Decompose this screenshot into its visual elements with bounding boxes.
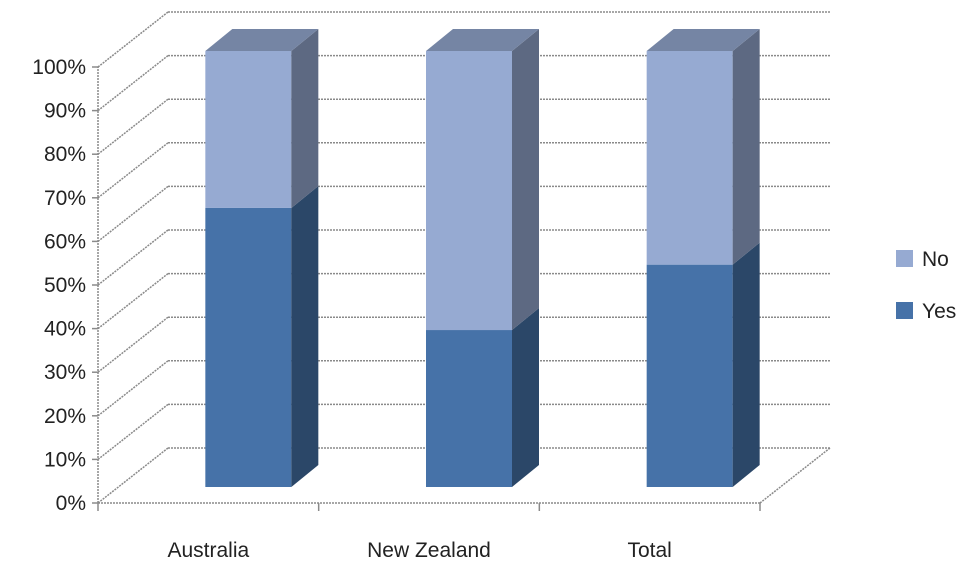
- side-gridline: [97, 185, 169, 242]
- y-tick-label: 90%: [44, 100, 86, 123]
- floor-right-edge: [759, 447, 831, 504]
- side-gridline: [97, 360, 169, 417]
- y-axis: 0% 10% 20% 30% 40% 50% 60% 70% 80% 90% 100%: [32, 56, 98, 515]
- y-tick-label: 30%: [44, 361, 86, 384]
- side-gridline: [97, 273, 169, 330]
- bar-top-face: [646, 29, 760, 51]
- bar-segment-no: [426, 29, 539, 331]
- y-tick-label: 100%: [32, 56, 86, 79]
- side-gridline: [97, 98, 169, 155]
- x-category-label: Australia: [167, 539, 249, 562]
- x-category-label: Total: [627, 539, 671, 562]
- y-tick-label: 70%: [44, 187, 86, 210]
- legend: No Yes: [896, 248, 956, 323]
- bar-segment-no: [205, 29, 319, 208]
- y-tick-label: 50%: [44, 274, 86, 297]
- bar-front-face: [426, 330, 512, 487]
- side-gridline: [97, 55, 169, 112]
- bar-side-face: [732, 242, 760, 487]
- side-gridline: [97, 403, 169, 460]
- legend-entry-yes: Yes: [896, 300, 956, 323]
- y-tick-label: 80%: [44, 143, 86, 166]
- bar-side-face: [291, 29, 319, 208]
- legend-swatch: [896, 302, 913, 319]
- bar-segment-no: [646, 29, 760, 265]
- bars: [205, 29, 760, 487]
- y-tick-label: 20%: [44, 405, 86, 428]
- bar-side-face: [512, 29, 539, 331]
- side-gridline: [97, 447, 169, 504]
- bar-side-face: [291, 185, 319, 487]
- bar-side-face: [512, 308, 539, 487]
- bar-front-face: [205, 51, 292, 208]
- legend-label: No: [922, 248, 949, 271]
- bar-side-face: [732, 29, 760, 265]
- bar-front-face: [646, 264, 733, 487]
- bar-segment-yes: [205, 185, 319, 487]
- bar-top-face: [205, 29, 319, 51]
- side-gridline: [97, 229, 169, 286]
- side-gridline: [97, 142, 169, 199]
- y-tick-label: 60%: [44, 230, 86, 253]
- x-axis: Australia New Zealand Total: [97, 503, 761, 562]
- bar-segment-yes: [426, 308, 539, 487]
- legend-entry-no: No: [896, 248, 949, 271]
- legend-label: Yes: [922, 300, 956, 323]
- bar-front-face: [426, 51, 512, 331]
- bar-front-face: [646, 51, 733, 265]
- side-gridline: [97, 316, 169, 373]
- x-category-label: New Zealand: [367, 539, 491, 562]
- y-tick-label: 0%: [56, 492, 86, 515]
- bar-front-face: [205, 207, 292, 487]
- y-tick-label: 10%: [44, 448, 86, 471]
- side-gridline: [97, 11, 169, 68]
- bar-top-face: [426, 29, 539, 51]
- legend-swatch: [896, 250, 913, 267]
- y-tick-label: 40%: [44, 318, 86, 341]
- bar-segment-yes: [646, 242, 760, 487]
